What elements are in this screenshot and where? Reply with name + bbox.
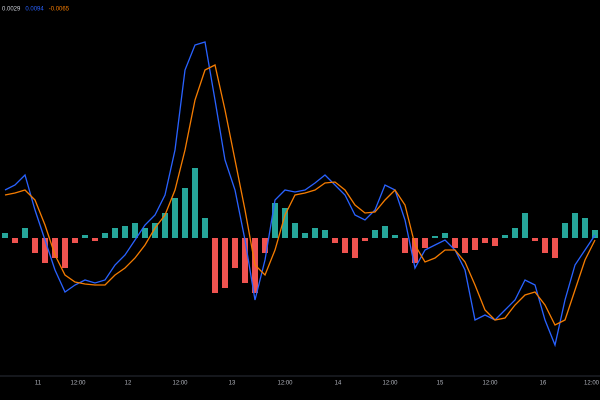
histogram-bar [562, 223, 568, 238]
histogram-bar [152, 223, 158, 238]
x-tick-label: 12:00 [70, 381, 86, 387]
x-tick-label: 14 [335, 381, 342, 387]
histogram-bar [82, 235, 88, 238]
histogram-bar [22, 228, 28, 238]
histogram-bar [292, 223, 298, 238]
histogram-bar [122, 226, 128, 238]
histogram-bar [552, 238, 558, 258]
histogram-bar [322, 230, 328, 238]
histogram-bar [392, 235, 398, 238]
histogram-bar [482, 238, 488, 243]
legend-value: 0.0029 [2, 7, 21, 13]
histogram-bar [212, 238, 218, 293]
histogram-bar [172, 198, 178, 238]
histogram-bar [522, 213, 528, 238]
x-tick-label: 12:00 [584, 381, 600, 387]
histogram-bar [472, 238, 478, 250]
histogram-bar [52, 238, 58, 258]
histogram-bar [182, 188, 188, 238]
histogram-bar [582, 218, 588, 238]
histogram-bar [242, 238, 248, 283]
histogram-bar [382, 226, 388, 238]
histogram-bar [532, 238, 538, 241]
histogram-bar [512, 228, 518, 238]
histogram-bar [462, 238, 468, 253]
histogram-bar [62, 238, 68, 268]
histogram-bar [222, 238, 228, 288]
histogram-bar [302, 233, 308, 238]
histogram-bar [2, 233, 8, 238]
histogram-bar [442, 233, 448, 238]
histogram-bar [32, 238, 38, 253]
histogram-bar [412, 238, 418, 263]
histogram-bar [72, 238, 78, 243]
histogram-bar [432, 236, 438, 238]
histogram-bar [132, 223, 138, 238]
x-tick-label: 12:00 [277, 381, 293, 387]
histogram-bar [452, 238, 458, 248]
histogram-bar [312, 228, 318, 238]
x-tick-label: 12:00 [482, 381, 498, 387]
series-line [4, 64, 596, 326]
x-tick-label: 13 [229, 381, 236, 387]
histogram-bar [492, 238, 498, 246]
histogram-bar [372, 230, 378, 238]
histogram-bar [42, 238, 48, 263]
histogram-bar [232, 238, 238, 268]
histogram-bar [332, 238, 338, 243]
histogram-bar [102, 233, 108, 238]
histogram-bar [162, 213, 168, 238]
histogram-bar [592, 230, 598, 238]
histogram-bar [202, 218, 208, 238]
x-tick-label: 15 [437, 381, 444, 387]
histogram-bar [142, 228, 148, 238]
x-tick-label: 12 [125, 381, 132, 387]
histogram-bar [422, 238, 428, 248]
histogram-bar [362, 238, 368, 241]
series-line [4, 41, 596, 348]
histogram-bar [402, 238, 408, 253]
histogram-bar [12, 238, 18, 243]
histogram-bar [92, 238, 98, 241]
histogram-bar [572, 213, 578, 238]
histogram-bar [342, 238, 348, 253]
legend-value: 0.0094 [25, 7, 44, 13]
histogram-bar [272, 203, 278, 238]
histogram-bar [542, 238, 548, 253]
legend-value: -0.0065 [49, 7, 70, 13]
histogram-bar [282, 208, 288, 238]
histogram-bar [502, 235, 508, 238]
x-tick-label: 12:00 [382, 381, 398, 387]
x-tick-label: 12:00 [172, 381, 188, 387]
histogram-bar [262, 238, 268, 253]
x-tick-label: 16 [540, 381, 547, 387]
histogram-bar [192, 168, 198, 238]
histogram-bar [352, 238, 358, 258]
histogram-bar [112, 228, 118, 238]
x-tick-label: 11 [35, 381, 42, 387]
